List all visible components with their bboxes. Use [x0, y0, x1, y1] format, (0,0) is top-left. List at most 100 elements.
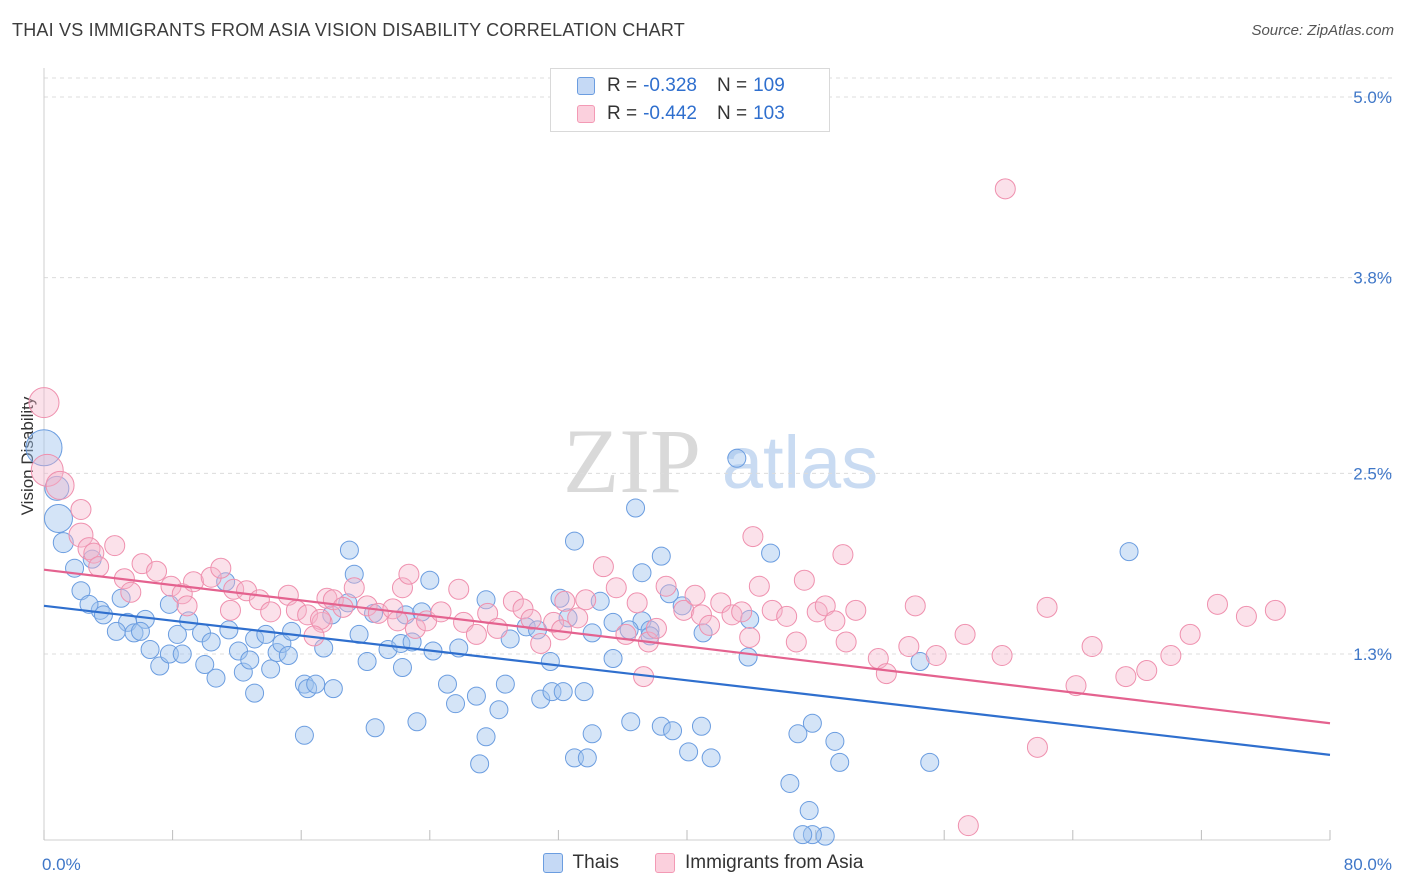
immigrants-point — [28, 387, 60, 419]
immigrants-point — [343, 577, 365, 599]
thais-point — [124, 623, 144, 643]
thais-point — [245, 683, 265, 703]
correlation-legend: R = -0.328 N = 109 R = -0.442 N = 103 — [550, 68, 830, 132]
series-label-thais: Thais — [572, 852, 620, 873]
immigrants-point — [219, 599, 241, 621]
thais-point — [466, 686, 486, 706]
legend-r-value-thais: -0.328 — [643, 75, 697, 96]
thais-point — [167, 624, 187, 644]
thais-point — [621, 712, 641, 732]
x-tick-label: 0.0% — [42, 855, 81, 874]
immigrants-point — [104, 535, 126, 557]
thais-point — [195, 655, 215, 675]
thais-point — [407, 712, 427, 732]
thais-point — [659, 584, 679, 604]
immigrants-point — [835, 631, 857, 653]
immigrants-point — [236, 580, 258, 602]
thais-point — [130, 621, 150, 641]
immigrants-point — [710, 592, 732, 614]
immigrants-points — [28, 178, 1286, 837]
thais-point — [802, 713, 822, 733]
thais-point — [233, 662, 253, 682]
immigrants-point — [382, 598, 404, 620]
thais-trend-line — [43, 604, 1331, 756]
immigrants-point — [309, 608, 331, 630]
source-label: Source: ZipAtlas.com — [1251, 22, 1394, 39]
immigrants-point — [465, 623, 487, 645]
immigrants-point — [898, 635, 920, 657]
series-legend-thais: Thais — [542, 852, 620, 874]
immigrants-point — [176, 595, 198, 617]
x-tick-label: 80.0% — [1344, 855, 1392, 874]
thais-point — [920, 752, 940, 772]
immigrants-point — [120, 581, 142, 603]
immigrants-point — [925, 645, 947, 667]
immigrants-point — [1036, 596, 1058, 618]
immigrants-point — [70, 498, 92, 520]
thais-point — [603, 612, 623, 632]
series-label-immigrants: Immigrants from Asia — [685, 852, 864, 873]
thais-point — [140, 639, 160, 659]
immigrants-point — [615, 623, 637, 645]
y-tick-label: 1.3% — [1353, 645, 1392, 664]
immigrants-point — [1081, 635, 1103, 657]
thais-point — [540, 652, 560, 672]
tick-labels: 1.3% 2.5% 3.8% 5.0% 0.0% 80.0% — [42, 88, 1392, 874]
series-legend-immigrants: Immigrants from Asia — [655, 852, 863, 874]
immigrants-point — [605, 577, 627, 599]
immigrants-point — [785, 631, 807, 653]
thais-point — [357, 652, 377, 672]
legend-r-label: R = — [607, 75, 638, 96]
thais-point — [564, 531, 584, 551]
thais-point — [201, 632, 221, 652]
thais-point — [793, 825, 813, 845]
thais-point — [339, 540, 359, 560]
immigrants-point — [530, 632, 552, 654]
thais-point — [261, 659, 281, 679]
immigrants-point — [448, 578, 470, 600]
thais-point — [1119, 542, 1139, 562]
legend-r-label: R = — [607, 103, 638, 124]
thais-point — [691, 716, 711, 736]
thais-point — [761, 543, 781, 563]
thais-point — [476, 590, 496, 610]
thais-point — [470, 754, 490, 774]
immigrants-point — [45, 470, 75, 500]
immigrants-point — [387, 610, 409, 632]
immigrants-point — [626, 592, 648, 614]
thais-point — [476, 727, 496, 747]
thais-point — [43, 504, 73, 534]
immigrants-point — [954, 623, 976, 645]
immigrants-point — [1264, 599, 1286, 621]
immigrants-point — [260, 601, 282, 623]
immigrants-point — [684, 584, 706, 606]
thais-point — [780, 773, 800, 793]
immigrants-point — [30, 453, 64, 487]
thais-point — [825, 731, 845, 751]
immigrants-point — [994, 178, 1016, 200]
thais-point — [44, 475, 70, 501]
chart-title: THAI VS IMMIGRANTS FROM ASIA VISION DISA… — [12, 20, 685, 40]
thais-point — [582, 724, 602, 744]
immigrants-point — [645, 617, 667, 639]
immigrants-point — [904, 595, 926, 617]
immigrants-point — [655, 575, 677, 597]
immigrants-point — [991, 645, 1013, 667]
thais-point — [495, 674, 515, 694]
thais-point — [323, 679, 343, 699]
immigrants-point — [832, 544, 854, 566]
thais-point — [531, 689, 551, 709]
immigrants-trend-line — [43, 568, 1331, 725]
immigrants-point — [1235, 605, 1257, 627]
immigrants-point — [776, 605, 798, 627]
thais-point — [651, 546, 671, 566]
immigrants-point — [875, 663, 897, 685]
immigrants-point — [957, 815, 979, 837]
immigrants-point — [391, 577, 413, 599]
thais-point — [830, 752, 850, 772]
thais-point — [294, 725, 314, 745]
immigrants-point — [356, 595, 378, 617]
thais-point — [802, 825, 822, 845]
immigrants-point — [567, 607, 589, 629]
thais-point — [663, 721, 683, 741]
